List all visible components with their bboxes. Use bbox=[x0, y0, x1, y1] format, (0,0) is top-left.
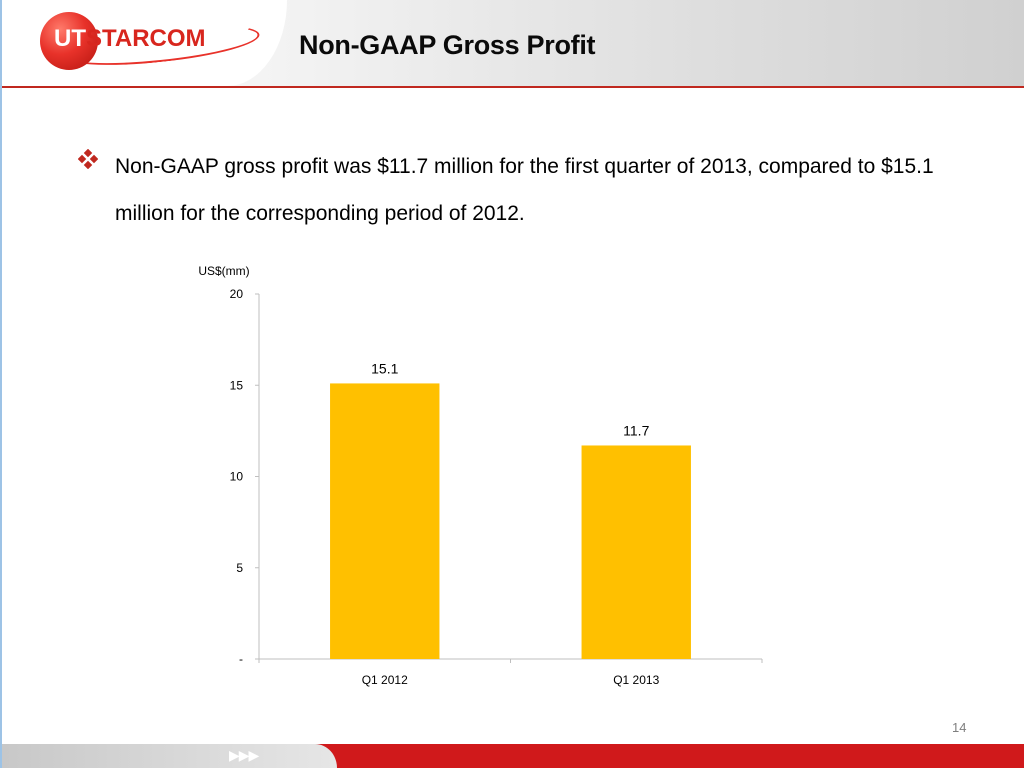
x-tick-label: Q1 2013 bbox=[613, 673, 659, 687]
y-tick-label: 20 bbox=[230, 287, 244, 301]
y-tick-label: 5 bbox=[236, 561, 243, 575]
data-label: 11.7 bbox=[623, 422, 649, 438]
logo-disc bbox=[40, 12, 98, 70]
logo-text-rest: STARCOM bbox=[86, 25, 206, 52]
logo-text-ut: UT bbox=[54, 25, 86, 52]
bullet-text: Non-GAAP gross profit was $11.7 million … bbox=[115, 155, 934, 225]
logo-wordmark: UTSTARCOM bbox=[54, 25, 206, 53]
page-number: 14 bbox=[952, 720, 967, 735]
page-title: Non-GAAP Gross Profit bbox=[299, 30, 596, 60]
bar-chart: US$(mm) - 5 10 15 20 15.1 Q1 2012 11.7 Q1 2013 bbox=[198, 264, 763, 687]
x-tick-label: Q1 2012 bbox=[362, 673, 408, 687]
bar bbox=[330, 383, 440, 659]
bar bbox=[581, 445, 691, 659]
y-tick-label: - bbox=[239, 652, 243, 666]
data-label: 15.1 bbox=[371, 360, 398, 376]
header-divider bbox=[2, 86, 1024, 88]
y-tick-label: 10 bbox=[230, 470, 244, 484]
footer-grey-band bbox=[2, 744, 337, 768]
diamond-bullet-icon bbox=[78, 149, 98, 169]
footer-arrows-icon: ▶▶▶ bbox=[229, 748, 259, 764]
utstarcom-logo: UTSTARCOM bbox=[40, 12, 262, 73]
y-axis-label: US$(mm) bbox=[198, 264, 249, 278]
y-tick-label: 15 bbox=[230, 378, 244, 392]
